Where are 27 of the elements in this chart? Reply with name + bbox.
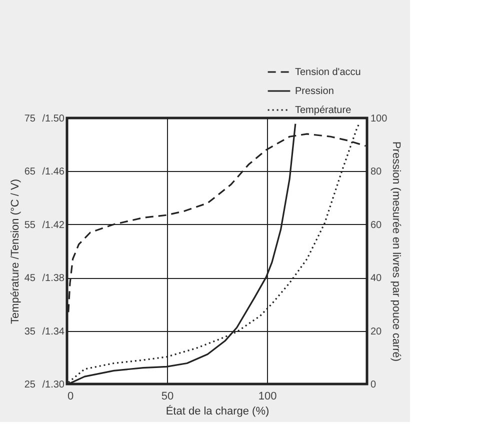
legend-label: Température — [295, 105, 352, 116]
legend-label: Tension d'accu — [295, 67, 361, 78]
legend-label: Pression — [295, 86, 334, 97]
y-tick-label: 75 — [24, 114, 36, 124]
y3-tick-label: /1.50 — [42, 114, 65, 124]
x-tick-label: 100 — [258, 390, 277, 402]
y2-tick-label: 0 — [370, 380, 376, 390]
y2-tick-label: 40 — [370, 273, 382, 284]
y3-tick-label: /1.34 — [42, 326, 65, 338]
y2-tick-label: 80 — [370, 166, 382, 178]
y3-tick-label: /1.30 — [42, 380, 65, 390]
y3-tick-label: /1.38 — [42, 273, 65, 284]
y-tick-label: 35 — [24, 326, 36, 338]
y2-tick-label: 60 — [370, 220, 382, 231]
y-tick-label: 55 — [24, 220, 36, 231]
y2-tick-label: 20 — [370, 326, 382, 338]
x-tick-label: 50 — [161, 390, 174, 402]
x-axis-title: État de la charge (%) — [166, 404, 270, 418]
y3-tick-label: /1.42 — [42, 220, 65, 231]
y2-tick-label: 100 — [370, 114, 388, 124]
y-tick-label: 65 — [24, 166, 36, 178]
y-tick-label: 25 — [24, 380, 36, 390]
y-tick-label: 45 — [24, 273, 36, 284]
y2-axis-title: Pression (mesurée en livres par pouce carré) — [390, 141, 402, 362]
x-tick-label: 0 — [68, 390, 74, 402]
y-axis-title: Température /Tension (°C / V) — [9, 178, 22, 324]
y3-tick-label: /1.46 — [42, 166, 65, 178]
